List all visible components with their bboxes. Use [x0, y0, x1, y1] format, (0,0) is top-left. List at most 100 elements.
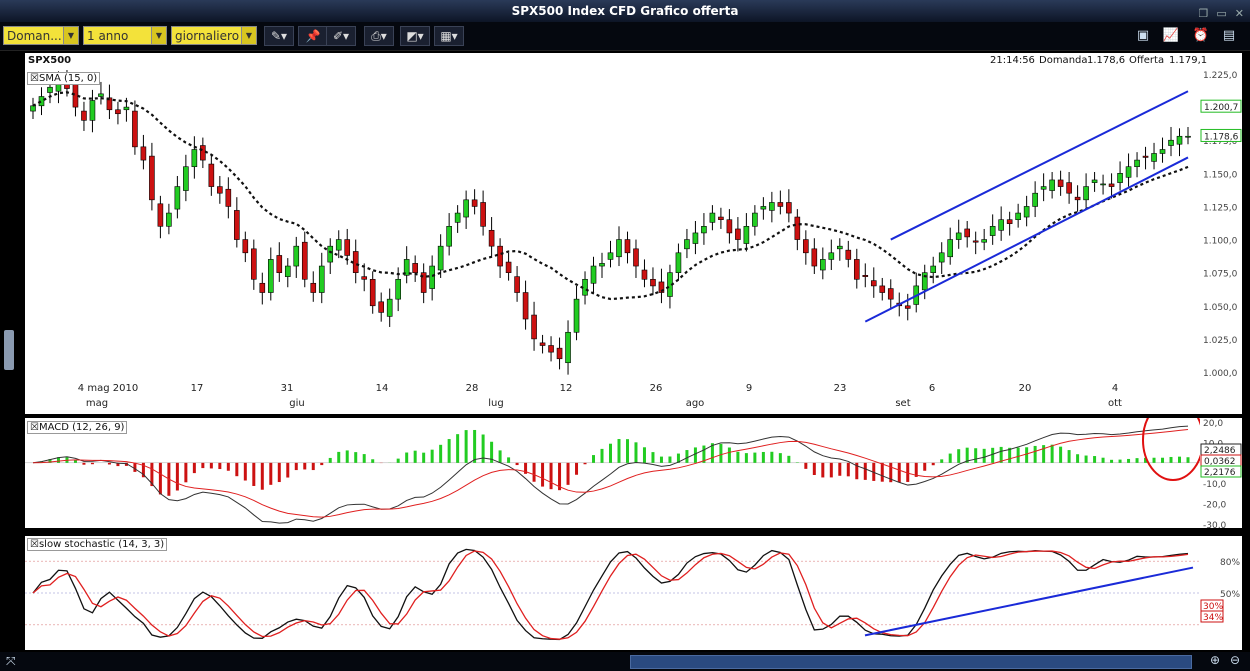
candle-body — [1006, 219, 1013, 224]
chart-type-icon[interactable]: ◩▾ — [400, 26, 430, 46]
date-tick-label: 23 — [834, 383, 847, 394]
macd-tick-label: -10,0 — [1203, 480, 1227, 490]
candle-body — [853, 259, 860, 280]
candle-body — [149, 155, 155, 201]
side-collapse-handle[interactable] — [4, 330, 14, 370]
line-chart-icon[interactable]: 📈 — [1162, 28, 1180, 43]
candle-body — [760, 206, 767, 210]
price-panel[interactable]: ☒SMA (15, 0) — [25, 70, 1200, 378]
date-tick-label: 6 — [929, 383, 935, 394]
candle-body — [38, 96, 45, 107]
fullscreen-icon[interactable]: ⤧ — [6, 654, 16, 668]
candle-body — [115, 109, 121, 115]
candle-body — [539, 342, 546, 346]
candle-body — [437, 245, 444, 271]
candle-body — [480, 202, 486, 227]
candle-body — [845, 249, 852, 260]
candle-body — [981, 239, 987, 243]
date-tick-label: 26 — [650, 383, 663, 394]
candle-body — [429, 265, 435, 289]
macd-y-axis-labels: 20,010,00,0-10,0-20,0-30,02,24860,03622,… — [1200, 419, 1242, 531]
horizontal-scrollbar[interactable] — [630, 655, 1192, 669]
candle-body — [548, 345, 554, 353]
price-tag-label: 1.200,7 — [1204, 103, 1238, 113]
channel-lower-line — [864, 156, 1189, 323]
stochastic-panel[interactable]: ☒slow stochastic (14, 3, 3) — [25, 536, 1200, 650]
candle-body — [174, 186, 181, 210]
candle-body — [267, 259, 274, 293]
time-label: 21:14:56 — [990, 55, 1035, 66]
candle-body — [463, 199, 469, 218]
interval-dropdown[interactable]: giornaliero ▼ — [171, 26, 257, 45]
stochastic-trend-line — [864, 566, 1194, 637]
window-controls: ❐ ▭ ✕ — [1199, 3, 1245, 25]
period-dropdown[interactable]: 1 anno ▼ — [83, 26, 167, 45]
candle-body — [633, 248, 639, 267]
candle-body — [72, 84, 79, 108]
candle-body — [1023, 206, 1030, 218]
date-tick-label: 4 mag 2010 — [78, 383, 138, 394]
stochastic-legend: ☒slow stochastic (14, 3, 3) — [27, 538, 168, 551]
zoom-in-icon[interactable]: ⊕ — [1210, 653, 1221, 667]
zoom-out-icon[interactable]: ⊖ — [1230, 653, 1241, 667]
close-icon[interactable]: ✕ — [1234, 7, 1244, 20]
minimize-icon[interactable]: ▭ — [1216, 7, 1227, 20]
price-type-value: Doman... — [7, 29, 62, 43]
date-tick-label: 9 — [746, 383, 752, 394]
candle-body — [123, 106, 130, 111]
sma-legend: ☒SMA (15, 0) — [27, 72, 101, 85]
sma-line — [32, 91, 1189, 301]
price-type-dropdown[interactable]: Doman... ▼ — [3, 26, 79, 45]
candle-body — [803, 239, 809, 254]
candle-body — [1125, 166, 1132, 178]
candle-body — [726, 219, 733, 234]
candle-body — [98, 93, 104, 97]
restore-icon[interactable]: ❐ — [1198, 7, 1209, 20]
candle-body — [208, 163, 215, 187]
stochastic-legend-text: slow stochastic (14, 3, 3) — [38, 539, 165, 550]
candle-body — [251, 248, 257, 280]
notes-icon[interactable]: ▤ — [1222, 28, 1236, 43]
candle-body — [904, 305, 911, 309]
candle-body — [378, 301, 384, 313]
candle-body — [998, 219, 1004, 231]
price-tag-label: 1.178,6 — [1204, 132, 1239, 142]
close-icon[interactable]: ☒ — [30, 73, 39, 84]
candle-body — [488, 229, 495, 247]
pin-icon[interactable]: 📌 — [298, 26, 328, 46]
stochastic-tag-box — [1200, 610, 1224, 623]
date-tick-label: 17 — [191, 383, 204, 394]
candle-body — [242, 239, 249, 254]
candle-body — [599, 263, 605, 267]
candle-body — [157, 203, 164, 227]
candle-body — [658, 281, 665, 293]
candle-body — [259, 282, 266, 293]
candle-body — [938, 252, 945, 263]
bottom-bar: ⤧ ⊕ ⊖ — [0, 652, 1250, 671]
draw-tools-icon[interactable]: ✐▾ — [326, 26, 356, 46]
candle-body — [837, 245, 843, 250]
candle-body — [616, 239, 622, 258]
pen-icon[interactable]: ✎▾ — [264, 26, 294, 46]
print-icon[interactable]: ⎙▾ — [364, 26, 394, 46]
price-tick-label: 1.100,0 — [1203, 237, 1238, 247]
candle-body — [522, 292, 529, 320]
candle-body — [930, 265, 937, 273]
close-icon[interactable]: ☒ — [30, 422, 39, 433]
alert-icon[interactable]: ⏰ — [1192, 28, 1210, 43]
candle-body — [514, 276, 520, 293]
macd-panel[interactable]: ☒MACD (12, 26, 9) — [25, 399, 1204, 528]
sma-legend-text: SMA (15, 0) — [38, 73, 98, 84]
grid-icon[interactable]: ▦▾ — [434, 26, 464, 46]
candle-body — [310, 282, 317, 293]
close-icon[interactable]: ☒ — [30, 539, 39, 550]
candle-body — [786, 202, 792, 214]
date-tick-label: 31 — [281, 383, 294, 394]
candle-body — [412, 263, 418, 273]
layout-icon[interactable]: ▣ — [1136, 28, 1150, 43]
candle-body — [225, 188, 232, 207]
candle-body — [30, 105, 36, 112]
candle-body — [403, 259, 410, 276]
candle-body — [454, 212, 461, 223]
candle-body — [947, 239, 954, 258]
